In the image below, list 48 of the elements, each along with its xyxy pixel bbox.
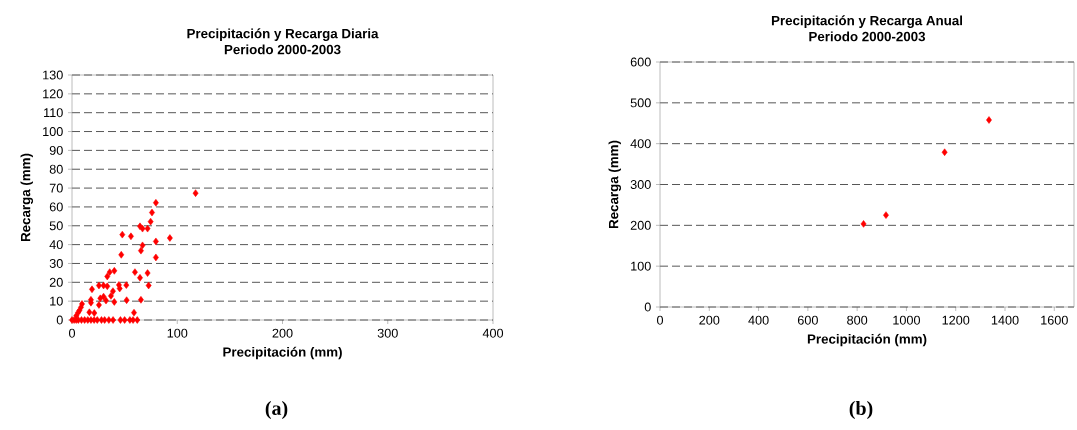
y-axis-title: Recarga (mm) [608, 140, 622, 229]
point [883, 211, 889, 219]
x-tick-label: 400 [748, 315, 769, 325]
y-tick-label: 120 [43, 89, 63, 99]
x-tick-label: 1600 [1041, 315, 1068, 325]
y-tick-label: 300 [630, 180, 651, 189]
y-tick-label: 600 [630, 57, 651, 67]
x-axis-title: Precipitación (mm) [807, 333, 927, 347]
y-tick-label: 10 [50, 296, 63, 306]
y-tick-label: 500 [630, 98, 651, 108]
y-tick-label: 70 [49, 183, 63, 193]
y-tick-label: 20 [49, 277, 63, 287]
x-tick-label: 0 [68, 328, 76, 338]
y-tick-label: 90 [49, 145, 63, 155]
x-tick-label: 200 [699, 315, 720, 325]
x-axis-title: Precipitación (mm) [223, 346, 342, 360]
y-axis-title: Recarga (mm) [20, 153, 34, 242]
x-tick-label: 200 [272, 328, 293, 338]
x-tick-label: 400 [482, 328, 504, 338]
chart-subtitle: Periodo 2000-2003 [809, 31, 926, 42]
y-tick-label: 0 [644, 302, 651, 312]
text: (a) [265, 400, 288, 420]
y-tick-label: 30 [49, 258, 63, 268]
y-tick-label: 130 [43, 70, 63, 80]
y-tick-label: 60 [49, 202, 63, 212]
x-tick-label: 1000 [893, 315, 921, 325]
point [986, 116, 992, 124]
point [860, 220, 867, 228]
y-tick-label: 80 [49, 164, 63, 174]
x-tick-label: 300 [377, 328, 398, 338]
chart-title: Precipitación y Recarga Anual [771, 15, 962, 28]
y-tick-label: 200 [630, 220, 651, 230]
x-tick-label: 1200 [942, 315, 970, 325]
y-tick-label: 400 [630, 139, 651, 149]
text: (b) [849, 400, 873, 420]
x-tick-label: 0 [656, 315, 664, 325]
y-tick-label: 50 [49, 221, 63, 231]
chart-title: Precipitación y Recarga Diaria [187, 28, 379, 41]
point [941, 148, 948, 156]
x-tick-label: 800 [847, 315, 868, 325]
x-tick-label: 600 [797, 315, 818, 325]
x-tick-label: 1400 [991, 315, 1019, 325]
y-tick-label: 100 [631, 261, 651, 271]
x-tick-label: 100 [167, 328, 188, 338]
y-tick-label: 100 [43, 127, 63, 137]
y-tick-label: 40 [49, 240, 63, 250]
chart-subtitle: Periodo 2000-2003 [224, 44, 341, 55]
y-tick-label: 110 [44, 108, 63, 118]
